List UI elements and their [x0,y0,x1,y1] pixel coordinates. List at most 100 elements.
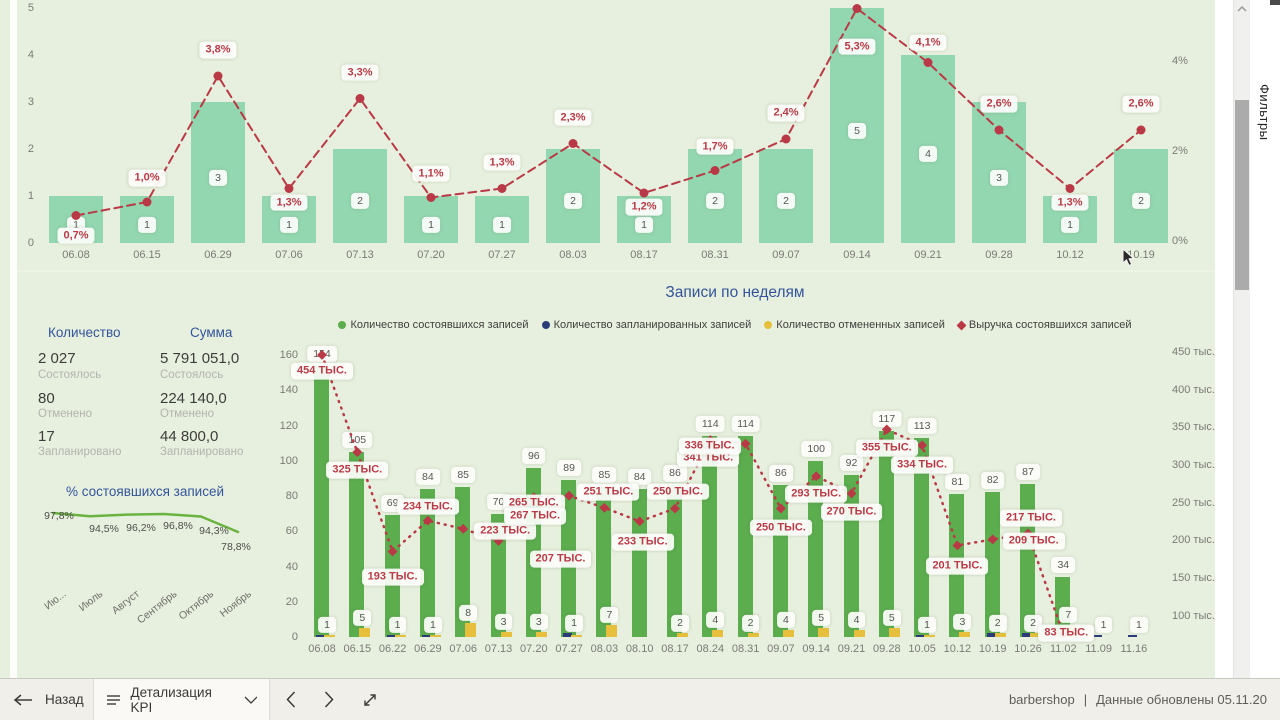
visual-divider [17,270,1215,272]
back-arrow-icon [13,693,32,706]
completed-value-label: 34 [1051,556,1076,574]
revenue-value-label: 325 тыс. [326,461,389,479]
next-page-button[interactable] [324,691,334,708]
prev-page-button[interactable] [286,691,296,708]
x-axis-label: 08.10 [625,643,654,655]
scrollbar-up-icon[interactable] [1237,5,1247,13]
completed-value-label: 92 [839,454,864,471]
count-axis-tick: 40 [285,560,298,573]
bar-planned[interactable] [1092,634,1102,637]
page-name: Детализация KPI [130,684,212,715]
bar-completed[interactable] [631,488,647,637]
bar-planned[interactable] [1127,634,1137,637]
legend-item[interactable]: Количество отмененных записей [764,319,945,331]
vertical-scrollbar[interactable] [1233,0,1250,678]
pct-value-label: 1,7% [696,138,734,155]
small-bar-value-label: 1 [423,617,442,634]
bar-cancelled[interactable] [782,629,794,637]
bar-cancelled[interactable] [888,628,900,637]
bar-cancelled[interactable] [465,622,477,637]
bar-planned[interactable] [386,634,396,637]
pct-value-label: 1,3% [483,154,521,171]
x-axis-label: 08.03 [559,249,587,261]
completed-value-label: 85 [451,467,476,484]
y-axis-tick: 0 [27,237,34,249]
count-axis-tick: 160 [279,349,298,361]
bar-cancelled[interactable] [571,634,583,637]
pct-axis-tick: 2% [1172,145,1188,157]
bar-cancelled[interactable] [712,629,724,637]
bar-cancelled[interactable] [606,624,618,637]
kpi-sum-header: Сумма [190,325,233,340]
small-bar-value-label: 1 [1094,617,1113,634]
x-axis-label: 07.20 [417,249,445,261]
mini-pct-label: 78,8% [221,541,251,553]
revenue-value-label: 193 тыс. [361,569,424,586]
page-selector[interactable]: Детализация KPI [93,679,270,720]
revenue-value-label: 223 тыс. [474,522,537,540]
filter-pane-collapsed [1252,0,1280,678]
window-corner-fragment [1270,0,1280,5]
legend-item[interactable]: Выручка состоявшихся записей [956,319,1132,331]
small-bar-value-label: 7 [1059,606,1078,623]
revenue-value-label: 250 тыс. [647,483,709,500]
count-axis-tick: 140 [279,384,298,397]
x-axis-label: 10.26 [1014,643,1042,655]
revenue-value-label: 207 тыс. [529,550,592,568]
legend-item[interactable]: Количество запланированных записей [541,319,751,331]
bar-completed[interactable] [1020,483,1035,637]
count-axis-tick: 80 [285,490,298,502]
x-axis-label: 06.29 [204,249,232,261]
bar-cancelled[interactable] [959,631,971,637]
bar-cancelled[interactable] [324,634,335,637]
bar-value-label: 1 [280,216,298,233]
bar-value-label: 1 [635,216,653,233]
bar-cancelled[interactable] [994,633,1006,637]
pct-value-label: 2,3% [554,109,592,126]
revenue-value-label: 234 тыс. [396,498,459,516]
small-bar-value-label: 4 [847,611,866,629]
pct-axis-tick: 0% [1172,235,1188,247]
revenue-value-label: 270 тыс. [820,504,883,521]
brand-name: barbershop [1008,692,1075,707]
small-bar-value-label: 4 [776,611,795,629]
bar-cancelled[interactable] [359,628,371,637]
bar-planned[interactable] [316,634,325,637]
bar-planned[interactable] [916,634,926,637]
x-axis-label: 09.21 [837,643,866,655]
bar-cancelled[interactable] [677,633,688,637]
bar-completed[interactable] [737,436,753,637]
bar-completed[interactable] [314,365,329,637]
small-bar-value-label: 1 [388,617,407,634]
revenue-value-label: 209 тыс. [1002,533,1065,550]
bar-cancelled[interactable] [924,634,936,637]
mini-pct-label: 96,2% [126,521,156,534]
small-bar-value-label: 5 [882,610,901,627]
bar-completed[interactable] [667,485,682,637]
x-axis-label: 11.16 [1120,643,1148,655]
exit-fullscreen-button[interactable] [362,692,378,708]
x-axis-label: 08.31 [701,249,729,261]
bar-cancelled[interactable] [394,634,406,637]
bar-cancelled[interactable] [853,629,865,637]
bar-cancelled[interactable] [535,631,547,637]
completed-value-label: 87 [1016,463,1040,480]
x-axis-label: 07.27 [488,249,516,261]
x-axis-label: 08.31 [731,643,760,655]
mouse-cursor [1122,248,1135,267]
count-axis-tick: 20 [285,595,298,608]
back-button[interactable]: Назад [0,679,93,720]
revenue-axis-tick: 300 тыс. [1172,458,1215,471]
legend-item[interactable]: Количество состоявшихся записей [338,319,529,331]
bar-cancelled[interactable] [747,633,759,637]
mini-chart-title: % состоявшихся записей [65,484,225,499]
bar-cancelled[interactable] [429,634,441,637]
bar-cancelled[interactable] [818,628,830,637]
completed-value-label: 114 [731,415,760,433]
bar-cancelled[interactable] [500,631,512,637]
x-axis-label: 08.17 [630,249,658,261]
x-axis-label: 06.08 [308,643,336,655]
scrollbar-thumb[interactable] [1235,100,1249,290]
bar-planned[interactable] [421,634,431,637]
pct-value-label: 0,7% [57,227,95,244]
